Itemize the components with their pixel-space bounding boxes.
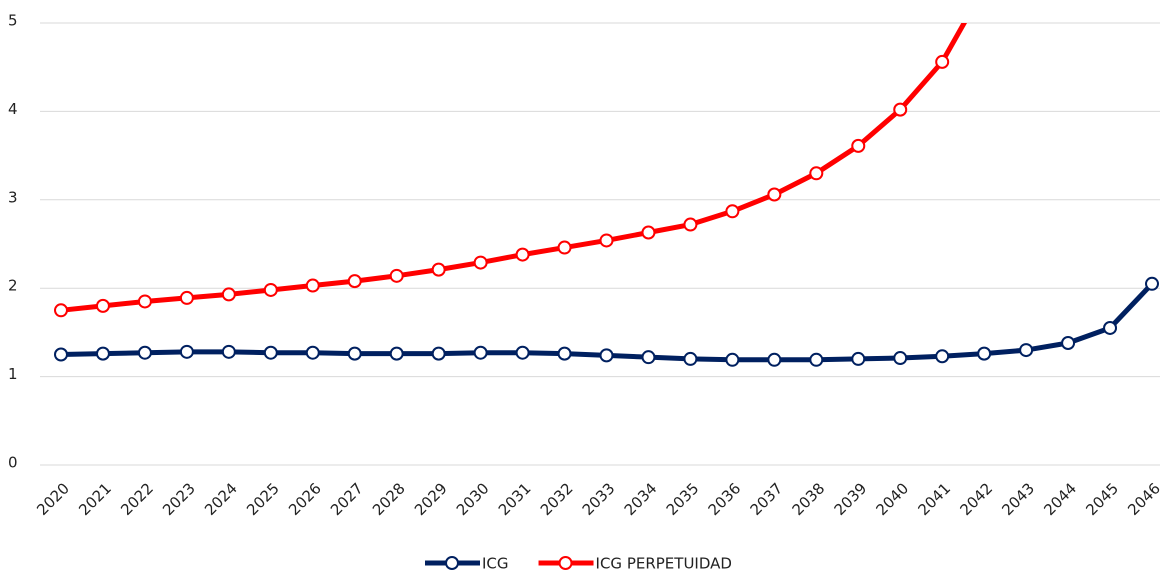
point-marker [1019, 343, 1034, 358]
point-marker [725, 352, 740, 367]
x-tick-label: 2033 [579, 479, 619, 519]
point-marker [641, 225, 656, 240]
point-marker [935, 54, 950, 69]
point-marker [809, 352, 824, 367]
point-marker [305, 345, 320, 360]
point-marker [431, 346, 446, 361]
point-marker [851, 138, 866, 153]
x-tick-label: 2028 [369, 479, 409, 519]
point-marker [515, 345, 530, 360]
legend: ICG ICG PERPETUIDAD [425, 555, 732, 573]
point-marker [221, 344, 236, 359]
point-marker [54, 303, 68, 318]
x-tick-label: 2030 [453, 479, 493, 519]
x-tick-label: 2042 [956, 479, 996, 519]
x-tick-label: 2034 [621, 479, 661, 519]
point-marker [515, 247, 530, 262]
x-tick-label: 2024 [201, 479, 241, 519]
x-tick-label: 2040 [873, 479, 913, 519]
series-line [60, 23, 968, 313]
x-tick-label: 2037 [747, 479, 787, 519]
legend-label: ICG [482, 555, 509, 573]
x-tick-label: 2021 [75, 479, 115, 519]
legend-marker [445, 556, 459, 570]
x-tick-label: 2020 [33, 479, 73, 519]
point-marker [54, 347, 68, 362]
legend-marker [558, 556, 573, 570]
point-marker [263, 282, 278, 297]
point-marker [95, 346, 110, 361]
point-marker [1103, 320, 1118, 335]
plot-area [54, 23, 1159, 367]
point-marker [389, 268, 404, 283]
point-marker [347, 346, 362, 361]
point-marker [1145, 276, 1159, 291]
x-tick-label: 2031 [495, 479, 535, 519]
y-tick-label: 3 [8, 188, 18, 206]
point-marker [767, 352, 782, 367]
x-tick-label: 2044 [1040, 479, 1080, 519]
point-marker [137, 345, 152, 360]
point-marker [431, 262, 446, 277]
point-marker [389, 346, 404, 361]
x-tick-label: 2043 [998, 479, 1038, 519]
point-marker [935, 349, 950, 364]
point-marker [851, 351, 866, 366]
point-marker [1061, 336, 1076, 351]
x-tick-label: 2022 [117, 479, 157, 519]
y-tick-label: 2 [8, 277, 18, 295]
point-marker [137, 294, 152, 309]
x-tick-label: 2036 [705, 479, 745, 519]
x-tick-label: 2026 [285, 479, 325, 519]
point-marker [977, 346, 992, 361]
point-marker [557, 346, 572, 361]
y-tick-label: 0 [8, 454, 18, 472]
x-tick-label: 2032 [537, 479, 577, 519]
point-marker [347, 274, 362, 289]
point-marker [599, 233, 614, 248]
point-marker [641, 350, 656, 365]
x-tick-label: 2035 [663, 479, 703, 519]
point-marker [473, 345, 488, 360]
y-tick-label: 5 [8, 12, 18, 30]
x-tick-label: 2045 [1082, 479, 1122, 519]
point-marker [263, 345, 278, 360]
point-marker [893, 102, 908, 117]
x-tick-label: 2041 [914, 479, 954, 519]
point-marker [767, 187, 782, 202]
point-marker [809, 166, 824, 181]
point-marker [179, 290, 194, 305]
x-tick-label: 2038 [789, 479, 829, 519]
point-marker [473, 255, 488, 270]
y-tick-label: 4 [8, 100, 18, 118]
point-marker [221, 287, 236, 302]
x-tick-label: 2025 [243, 479, 283, 519]
point-marker [893, 351, 908, 366]
x-tick-label: 2039 [831, 479, 871, 519]
point-marker [557, 240, 572, 255]
point-marker [683, 351, 698, 366]
point-marker [683, 217, 698, 232]
point-marker [725, 204, 740, 219]
x-tick-label: 2027 [327, 479, 367, 519]
y-tick-label: 1 [8, 365, 18, 383]
x-tick-label: 2029 [411, 479, 451, 519]
x-tick-label: 2046 [1124, 479, 1160, 519]
point-marker [179, 344, 194, 359]
point-marker [599, 348, 614, 363]
x-tick-label: 2023 [159, 479, 199, 519]
legend-label: ICG PERPETUIDAD [596, 555, 732, 573]
point-marker [305, 278, 320, 293]
point-marker [95, 298, 110, 313]
